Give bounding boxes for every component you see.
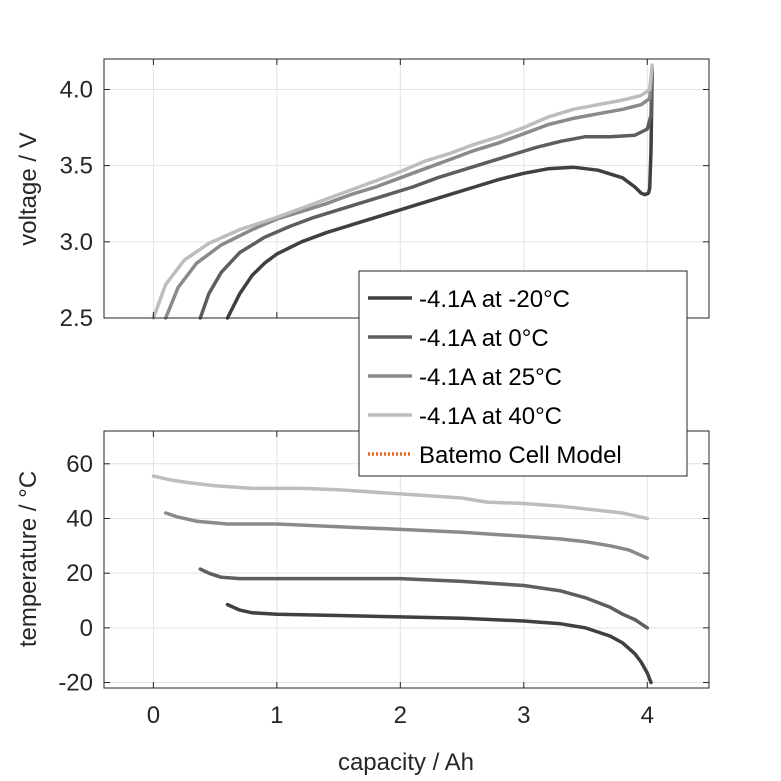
y-tick-label: 3.0 — [60, 229, 93, 256]
y-tick-label: 2.5 — [60, 305, 93, 332]
x-tick-label: 1 — [270, 702, 283, 729]
temperature-panel: 0 1 2 3 4 -20 0 20 40 60 temperature / °C capacit… — [15, 430, 710, 776]
legend-label: -4.1A at -20°C — [419, 286, 570, 313]
y-tick-label: 60 — [66, 451, 93, 478]
series-line-4-1a-at-0-c — [198, 67, 654, 320]
legend-label: -4.1A at 0°C — [419, 325, 549, 352]
capacity-axis-label: capacity / Ah — [338, 749, 474, 776]
series-line-4-1a-at-40-c — [151, 63, 654, 320]
y-tick-label: -20 — [58, 670, 93, 697]
x-tick-label: 0 — [147, 702, 160, 729]
series-line-4-1a-at-20-c — [225, 602, 653, 685]
legend-label: -4.1A at 25°C — [419, 364, 562, 391]
series-line-4-1a-at-20-c — [225, 69, 654, 320]
y-tick-label: 0 — [80, 615, 93, 642]
series-line-4-1a-at-0-c — [198, 567, 650, 630]
y-tick-label: 3.5 — [60, 153, 93, 180]
temperature-series-lines — [151, 474, 653, 685]
legend-entries: -4.1A at -20°C -4.1A at 0°C -4.1A at 25°C -… — [368, 286, 622, 469]
y-tick-label: 40 — [66, 505, 93, 532]
voltage-axis-label: voltage / V — [15, 132, 42, 245]
legend: -4.1A at -20°C -4.1A at 0°C -4.1A at 25°C -… — [358, 270, 688, 477]
temperature-axis-label: temperature / °C — [15, 471, 42, 647]
voltage-series-lines — [151, 63, 654, 320]
x-tick-label: 2 — [394, 702, 407, 729]
y-tick-label: 4.0 — [60, 76, 93, 103]
series-line-4-1a-at-40-c — [151, 474, 650, 521]
x-tick-label: 3 — [517, 702, 530, 729]
y-tick-label: 20 — [66, 560, 93, 587]
series-line-4-1a-at-25-c — [163, 66, 654, 320]
legend-box — [358, 270, 688, 477]
legend-label: Batemo Cell Model — [419, 442, 622, 469]
voltage-ticks: 2.5 3.0 3.5 4.0 — [60, 59, 709, 332]
series-line-4-1a-at-25-c — [163, 511, 650, 560]
x-tick-label: 4 — [641, 702, 654, 729]
legend-label: -4.1A at 40°C — [419, 403, 562, 430]
temperature-ticks: 0 1 2 3 4 -20 0 20 40 60 — [58, 431, 709, 729]
